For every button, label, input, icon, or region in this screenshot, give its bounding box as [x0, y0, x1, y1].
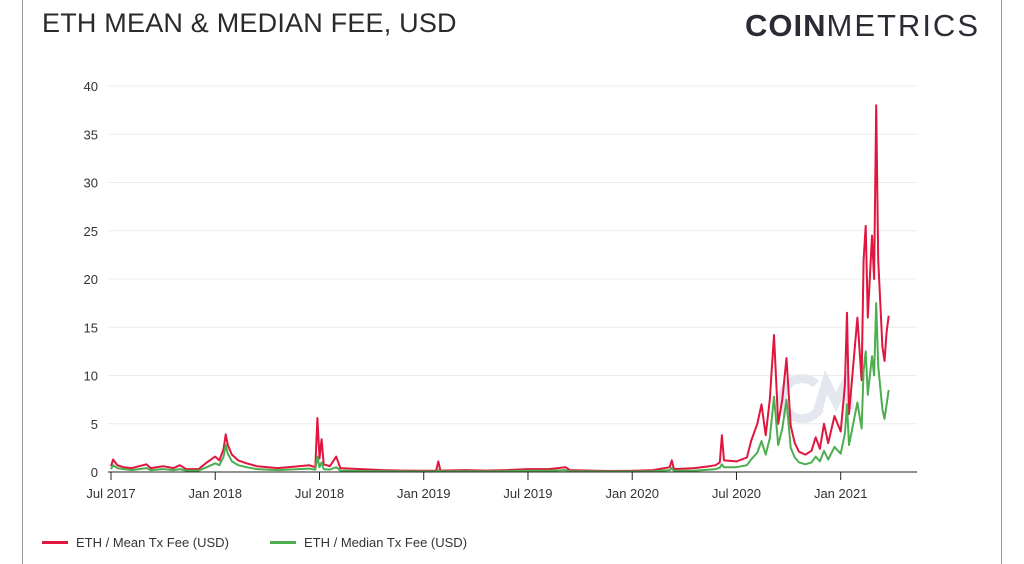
watermark-logo: [777, 367, 855, 424]
legend-label-median: ETH / Median Tx Fee (USD): [304, 535, 468, 550]
y-tick-label: 35: [84, 127, 98, 142]
y-tick-label: 40: [84, 79, 98, 94]
legend-swatch-mean: [42, 541, 68, 544]
legend-item-median[interactable]: ETH / Median Tx Fee (USD): [270, 535, 467, 550]
series-lines: [110, 104, 890, 473]
y-tick-label: 20: [84, 272, 98, 287]
frame-left-border: [22, 0, 23, 564]
y-tick-label: 0: [91, 465, 98, 480]
y-tick-label: 30: [84, 176, 98, 191]
x-tick-label: Jul 2018: [295, 486, 344, 501]
x-tick-label: Jan 2019: [397, 486, 451, 501]
legend-label-mean: ETH / Mean Tx Fee (USD): [76, 535, 229, 550]
x-tick-label: Jan 2018: [188, 486, 242, 501]
y-tick-label: 10: [84, 369, 98, 384]
brand-logo: COINMETRICS: [745, 8, 980, 44]
grid-lines: [108, 85, 917, 425]
y-tick-label: 25: [84, 224, 98, 239]
x-tick-label: Jul 2017: [86, 486, 135, 501]
y-tick-label: 15: [84, 320, 98, 335]
frame-right-border: [1001, 0, 1002, 564]
x-tick-label: Jan 2021: [814, 486, 868, 501]
brand-logo-bold: COIN: [745, 8, 827, 43]
y-axis-ticks: 0 5 10 15 20 25 30 35 40: [84, 79, 98, 480]
x-tick-label: Jul 2019: [503, 486, 552, 501]
legend-item-mean[interactable]: ETH / Mean Tx Fee (USD): [42, 535, 229, 550]
brand-logo-light: METRICS: [826, 8, 980, 43]
x-axis-ticks: Jul 2017 Jan 2018 Jul 2018 Jan 2019 Jul 2019…: [86, 472, 867, 501]
x-tick-label: Jan 2020: [605, 486, 659, 501]
x-tick-label: Jul 2020: [712, 486, 761, 501]
legend-swatch-median: [270, 541, 296, 544]
chart-title: ETH MEAN & MEDIAN FEE, USD: [42, 8, 457, 38]
y-tick-label: 5: [91, 417, 98, 432]
